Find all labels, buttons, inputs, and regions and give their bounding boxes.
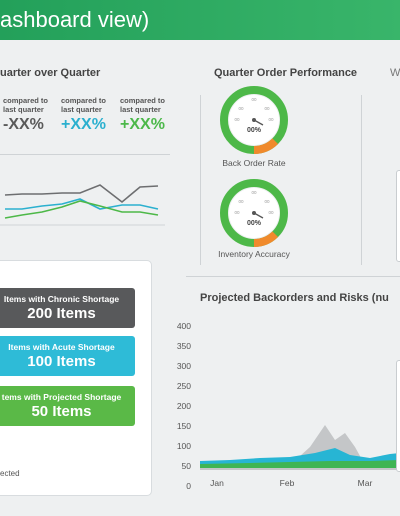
chronic-shortage-value: 200 Items: [27, 305, 96, 322]
compare-value-2: +XX%: [61, 116, 106, 133]
gauge-tick-right: 00: [268, 117, 274, 122]
y-tick-150: 150: [177, 421, 191, 431]
gauge-center-value: 00%: [247, 220, 262, 227]
gauge-tick-left: 00: [234, 210, 240, 215]
projected-shortage-value: 50 Items: [31, 403, 92, 420]
trend-line-cyan: [5, 198, 159, 210]
gauge-tick-upper-right: 00: [264, 106, 270, 111]
compare-label-2: compared to last quarter: [61, 96, 107, 114]
compare-value-3: +XX%: [120, 116, 165, 133]
trend-line-green: [4, 200, 159, 219]
gauge-tick-upper-left: 00: [238, 199, 244, 204]
projected-shortage-badge[interactable]: tems with Projected Shortage 50 Items: [0, 386, 135, 426]
right-section-title: W: [390, 67, 400, 79]
gauge-tick-right: 00: [268, 210, 274, 215]
compare-label-1: compared to last quarter: [3, 96, 49, 114]
x-tick-mar: Mar: [358, 478, 373, 488]
inventory-accuracy-gauge: 00 00 00 00 00 00%: [220, 179, 288, 247]
shortage-footer-text: ected: [0, 469, 20, 478]
acute-shortage-value: 100 Items: [27, 353, 96, 370]
y-tick-400: 400: [177, 321, 191, 331]
gauge-tick-upper-right: 00: [264, 199, 270, 204]
right-clipped-panel: [396, 170, 400, 262]
inventory-accuracy-label: Inventory Accuracy: [218, 249, 290, 259]
backorders-divider: [186, 276, 400, 277]
y-tick-300: 300: [177, 361, 191, 371]
projected-shortage-label: tems with Projected Shortage: [1, 392, 122, 402]
y-tick-100: 100: [177, 441, 191, 451]
gauge-tick-upper-left: 00: [238, 106, 244, 111]
compare-value-1: -XX%: [3, 116, 44, 133]
page-title: ashboard view): [0, 7, 150, 32]
header-bar: [0, 0, 400, 40]
right-clipped-panel-bottom: [396, 360, 400, 472]
trend-line-gray: [4, 184, 159, 204]
qoq-title: uarter over Quarter: [0, 67, 101, 79]
gauge-tick-left: 00: [234, 117, 240, 122]
gauge-tick-top: 00: [251, 97, 257, 102]
section-divider: [0, 154, 170, 155]
x-tick-feb: Feb: [280, 478, 295, 488]
backorders-chart: 400 350 300 250 200 150 100 50: [177, 321, 400, 491]
backorders-area-green: [200, 460, 400, 468]
backorders-title: Projected Backorders and Risks (nu: [200, 292, 389, 304]
acute-shortage-badge[interactable]: Items with Acute Shortage 100 Items: [0, 336, 135, 376]
y-tick-50: 50: [182, 461, 192, 471]
column-divider-left: [200, 95, 201, 265]
compare-label-3: compared to last quarter: [120, 96, 166, 114]
chronic-shortage-label: Items with Chronic Shortage: [3, 294, 120, 304]
performance-title: Quarter Order Performance: [214, 67, 358, 79]
acute-shortage-label: Items with Acute Shortage: [8, 342, 115, 352]
chronic-shortage-badge[interactable]: Items with Chronic Shortage 200 Items: [0, 288, 135, 328]
back-order-gauge: 00 00 00 00 00 00%: [220, 86, 288, 154]
y-tick-200: 200: [177, 401, 191, 411]
gauge-center-value: 00%: [247, 127, 262, 134]
y-tick-250: 250: [177, 381, 191, 391]
x-tick-jan: Jan: [210, 478, 224, 488]
back-order-rate-label: Back Order Rate: [222, 158, 286, 168]
column-divider-right: [361, 95, 362, 265]
y-tick-350: 350: [177, 341, 191, 351]
y-tick-0: 0: [186, 481, 191, 491]
gauge-tick-top: 00: [251, 190, 257, 195]
trend-sparkline-chart: [0, 184, 165, 226]
